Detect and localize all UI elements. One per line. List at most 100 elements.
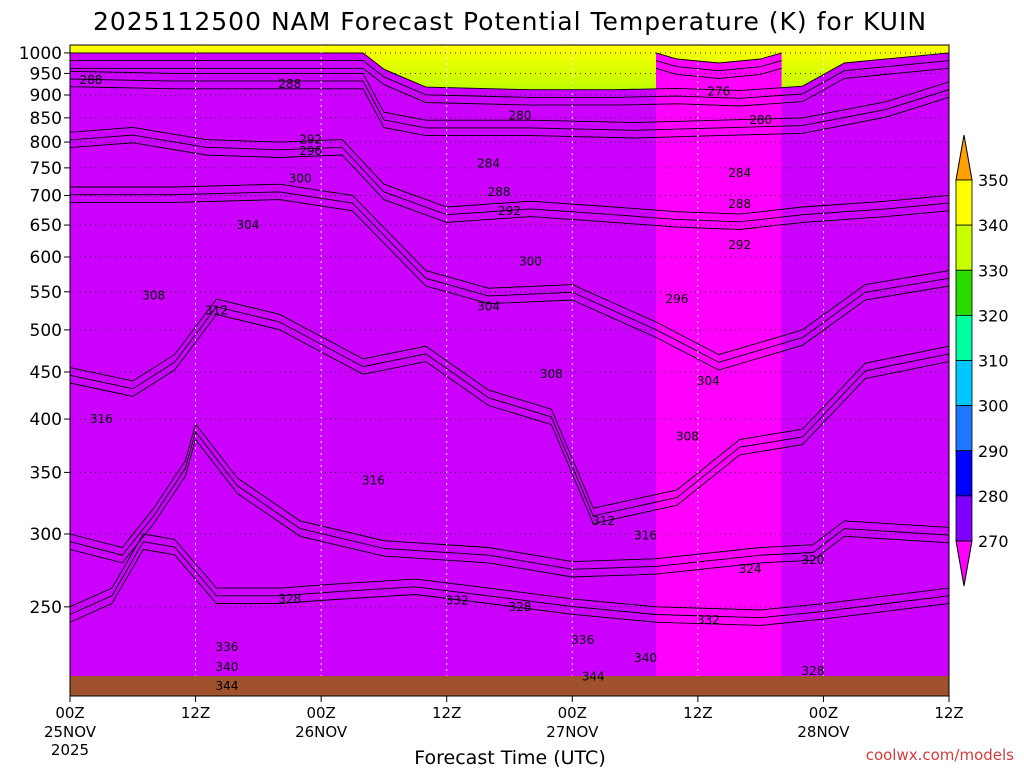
isentrope-line [70, 541, 949, 619]
contour-label: 328 [278, 592, 301, 606]
isentrope-line [655, 60, 782, 72]
contour-label: 292 [728, 238, 751, 252]
contour-label: 284 [477, 157, 500, 171]
contour-label: 292 [498, 204, 521, 218]
credit-text: coolwx.com/models [866, 746, 1014, 764]
isentrope-line [70, 298, 949, 509]
colorbar: 350 340 330 320 310 300 290 280 270 [955, 134, 1009, 587]
y-tick-label: 650 [30, 216, 62, 236]
x-axis-title: Forecast Time (UTC) [414, 747, 605, 768]
contour-label: 336 [216, 640, 239, 654]
chart-title: 2025112500 NAM Forecast Potential Temper… [93, 7, 927, 36]
isentrope-line [70, 67, 949, 107]
isentrope-line [70, 313, 949, 525]
contour-label: 288 [278, 77, 301, 91]
colorbar-label: 270 [978, 532, 1009, 551]
colorbar-segment [955, 179, 973, 226]
x-tick-label: 00Z [809, 704, 838, 722]
isentrope-line [70, 60, 949, 99]
colorbar-label: 330 [978, 261, 1009, 280]
year-label: 2025 [51, 741, 89, 759]
x-axis: 00Z 12Z 00Z 12Z 00Z 12Z 00Z 12Z 25NOV 26NOV 27NOV 2… [44, 696, 964, 741]
colorbar-label: 350 [978, 171, 1009, 190]
contour-label: 312 [592, 514, 615, 528]
isentrope-line [70, 142, 949, 230]
colorbar-segment [955, 360, 973, 407]
colorbar-segment [955, 314, 973, 361]
isentrope-line [70, 191, 949, 363]
contour-label: 304 [477, 300, 500, 314]
isentrope-line [70, 126, 949, 215]
contour-label: 316 [90, 412, 113, 426]
contour-labels: 344 340 336 328 332 328 344 340 336 332 324 328 320 3… [79, 73, 824, 693]
contour-label: 324 [739, 562, 762, 576]
y-tick-label: 400 [30, 410, 62, 430]
contour-label: 276 [707, 84, 730, 98]
x-tick-label: 12Z [432, 704, 461, 722]
x-tick-label: 00Z [55, 704, 84, 722]
isentrope-line [70, 70, 949, 124]
contour-label: 300 [519, 255, 542, 269]
contour-label: 316 [634, 528, 657, 542]
contour-label: 308 [540, 367, 563, 381]
y-tick-label: 300 [30, 525, 62, 545]
colorbar-label: 290 [978, 442, 1009, 461]
y-tick-label: 1000 [19, 44, 62, 64]
y-tick-label: 450 [30, 363, 62, 383]
isentrope-line [70, 533, 949, 611]
contour-label: 316 [362, 473, 385, 487]
contour-label: 304 [697, 374, 720, 388]
x-tick-label: 00Z [558, 704, 587, 722]
band-lt-270 [656, 52, 782, 696]
colorbar-label: 310 [978, 352, 1009, 371]
y-tick-label: 250 [30, 598, 62, 618]
contour-label: 280 [509, 109, 532, 123]
contour-label: 332 [697, 613, 720, 627]
isentrope-line [655, 67, 782, 79]
isentrope-line [70, 199, 949, 371]
contour-label: 308 [142, 288, 165, 302]
y-axis: 250 300 350 400 450 500 550 600 650 700 750 800 850 9… [19, 44, 70, 618]
isentrope-line [70, 438, 949, 578]
y-tick-label: 950 [30, 64, 62, 84]
ground-below-surface [70, 676, 949, 696]
x-date-label: 28NOV [797, 723, 850, 741]
colorbar-label: 320 [978, 306, 1009, 325]
isentrope-line [70, 78, 949, 131]
contour-label: 288 [79, 73, 102, 87]
y-tick-label: 750 [30, 159, 62, 179]
y-tick-label: 600 [30, 248, 62, 268]
contour-label: 288 [488, 185, 511, 199]
colorbar-over-triangle [955, 134, 973, 181]
y-tick-label: 900 [30, 86, 62, 106]
contour-label: 296 [299, 144, 322, 158]
y-tick-label: 800 [30, 133, 62, 153]
y-tick-label: 550 [30, 283, 62, 303]
x-date-label: 25NOV [44, 723, 97, 741]
contour-label: 280 [749, 113, 772, 127]
colorbar-segment [955, 405, 973, 452]
contour-label: 340 [634, 651, 657, 665]
isentrope-line [70, 430, 949, 570]
x-date-label: 26NOV [295, 723, 348, 741]
contour-label: 344 [582, 670, 605, 684]
colorbar-label: 340 [978, 216, 1009, 235]
isentrope-line [70, 86, 949, 139]
isentrope-line [70, 548, 949, 626]
colorbar-label: 300 [978, 397, 1009, 416]
contour-label: 332 [446, 593, 469, 607]
isentrope-line [70, 134, 949, 223]
contour-label: 304 [236, 218, 259, 232]
colorbar-segment [955, 495, 973, 542]
x-tick-label: 12Z [934, 704, 963, 722]
contour-label: 328 [802, 664, 825, 678]
isentrope-line [70, 52, 949, 92]
contour-label: 312 [205, 303, 228, 317]
colorbar-under-triangle [955, 540, 973, 587]
isentrope-line [70, 306, 949, 517]
colorbar-segment [955, 224, 973, 271]
colorbar-segment [955, 450, 973, 497]
contour-label: 308 [676, 429, 699, 443]
contour-label: 328 [509, 600, 532, 614]
